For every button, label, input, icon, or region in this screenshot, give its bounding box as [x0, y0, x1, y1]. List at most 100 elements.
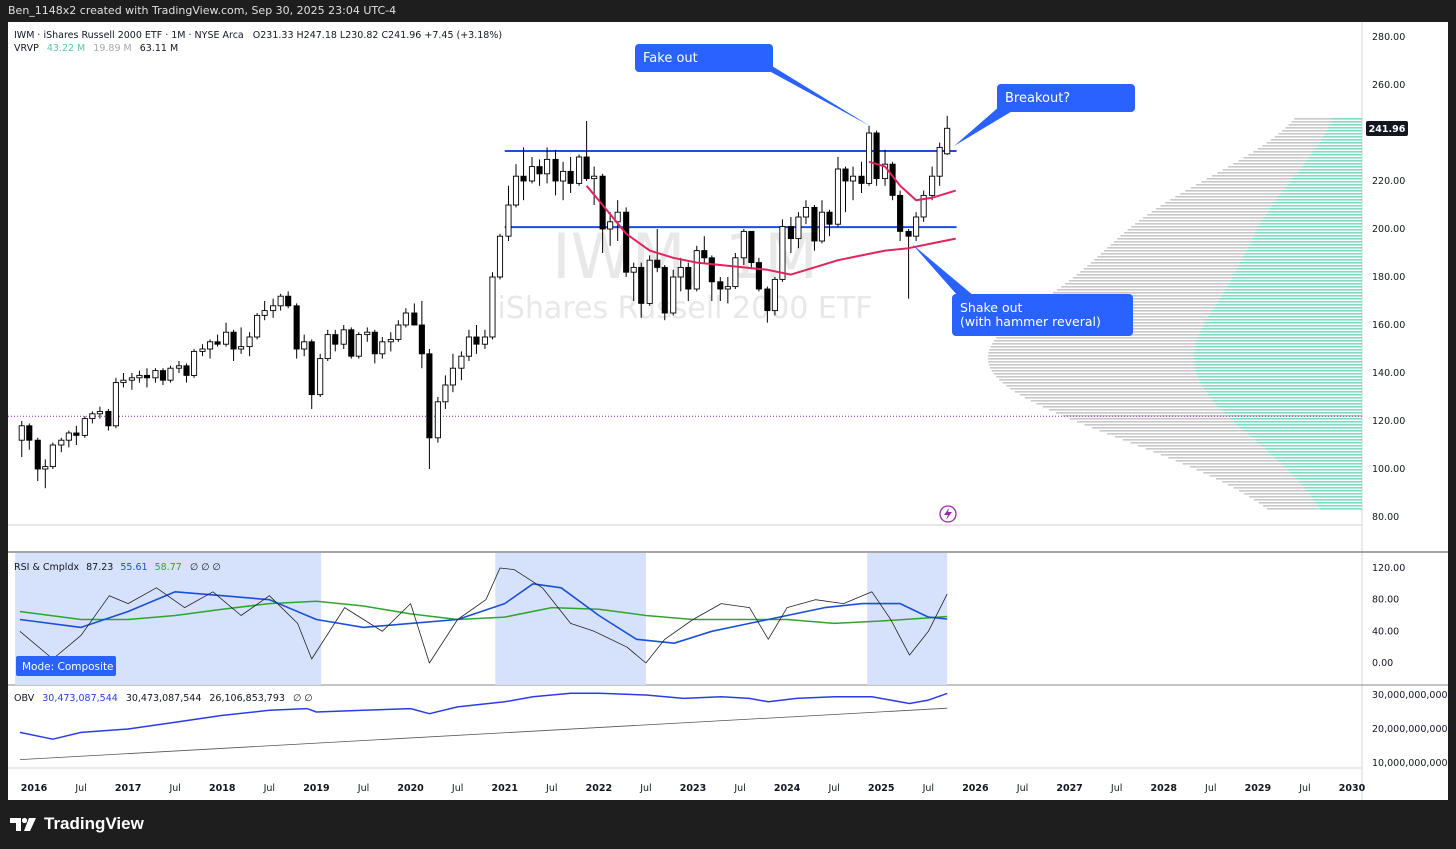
vrvp-bar-buy [1247, 247, 1362, 249]
vrvp-bar-sell [1239, 490, 1307, 492]
vrvp-bar-sell [1291, 121, 1331, 123]
callout-shakeout[interactable]: Shake out (with hammer reveral) [912, 244, 1133, 336]
vrvp-bar-sell [1087, 265, 1239, 267]
rsi-ma-line [19, 600, 948, 625]
vrvp-bar-sell [1010, 388, 1204, 390]
horizontal-levels[interactable] [8, 150, 1362, 417]
vrvp-bar-buy [1194, 346, 1362, 348]
vrvp-bar-sell [1124, 232, 1255, 234]
vrvp-bar-buy [1330, 121, 1362, 123]
vrvp-bar-buy [1238, 265, 1362, 267]
rsi-shaded-regions [15, 553, 948, 685]
time-tick-month: Jul [1298, 783, 1310, 794]
vrvp-bar-sell [1084, 424, 1238, 426]
candle-body [42, 466, 49, 470]
candle-body [913, 216, 920, 237]
vrvp-bar-sell [1270, 139, 1321, 141]
vrvp-bar-sell [1222, 169, 1300, 171]
vrvp-bar-buy [1230, 418, 1362, 420]
time-tick-year: 2016 [21, 783, 48, 794]
vrvp-bar-buy [1280, 193, 1362, 195]
time-tick-month: Jul [1016, 783, 1028, 794]
vrvp-bar-sell [1138, 445, 1262, 447]
vrvp-bar-sell [991, 370, 1196, 372]
vrvp-bar-sell [1057, 289, 1225, 291]
vrvp-bar-sell [1258, 502, 1316, 504]
callout-fakeout-pointer [760, 66, 870, 126]
tradingview-logo[interactable]: TradingView [10, 814, 144, 834]
vrvp-bar-buy [1317, 145, 1362, 147]
lightning-icon[interactable] [939, 505, 957, 523]
rsi-tick-label: 0.00 [1372, 658, 1393, 669]
time-tick-year: 2019 [303, 783, 329, 794]
vrvp-bar-sell [1052, 292, 1223, 294]
vrvp-bar-buy [1196, 373, 1362, 375]
time-tick-year: 2029 [1245, 783, 1271, 794]
vrvp-bar-buy [1274, 457, 1362, 459]
vrvp-bar-sell [1233, 163, 1305, 165]
vrvp-bar-buy [1273, 202, 1362, 204]
vrvp-bar-sell [987, 355, 1194, 357]
vrvp-bar-sell [1206, 178, 1293, 180]
callout-fakeout[interactable]: Fake out [635, 44, 870, 126]
price-tick-label: 180.00 [1372, 272, 1405, 283]
vrvp-bar-sell [1180, 193, 1281, 195]
callout-shakeout-pointer [912, 244, 974, 296]
time-axis-labels: 2016 Jul 2017 Jul 2018 Jul 2019 Jul 2020 Jul 2021 J… [21, 783, 1366, 794]
candle-body [936, 146, 943, 177]
vrvp-bar-sell [1065, 283, 1229, 285]
candle-body [143, 374, 151, 379]
vrvp-bar-sell [1122, 439, 1255, 441]
candle-body [764, 288, 771, 312]
vrvp-bar-buy [1205, 391, 1362, 393]
ohlc-values: O231.33 H247.18 L230.82 C241.96 +7.45 (+… [253, 30, 502, 41]
candle-body [223, 331, 230, 345]
vrvp-bar-buy [1254, 439, 1362, 441]
obv-line [19, 692, 948, 740]
candle-body [175, 365, 183, 369]
vrvp-bar-buy [1310, 154, 1362, 156]
tradingview-logo-icon [10, 817, 36, 831]
cmpldx-line [19, 567, 948, 664]
time-tick-month: Jul [74, 783, 86, 794]
callout-breakout[interactable]: Breakout? [954, 84, 1135, 146]
vrvp-bar-sell [1222, 481, 1300, 483]
obv-tick-label: 30,000,000,000 [1372, 690, 1448, 701]
vrvp-bar-buy [1241, 259, 1362, 261]
mode-badge[interactable]: Mode: Composite [16, 656, 116, 676]
vrvp-bar-sell [1195, 184, 1288, 186]
vrvp-bar-buy [1221, 295, 1362, 297]
vrvp-bar-sell [1156, 208, 1270, 210]
time-tick-year: 2030 [1339, 783, 1366, 794]
candle-body [285, 295, 292, 307]
candle-body [685, 266, 692, 290]
vrvp-bar-buy [1301, 166, 1362, 168]
candle-body [858, 175, 865, 184]
chart-canvas[interactable]: IWM, 1M iShares Russell 2000 ETF 280.002… [0, 0, 1456, 800]
candle-body [544, 158, 551, 175]
candle-body [779, 226, 786, 280]
vrvp-bar-buy [1236, 268, 1362, 270]
vrvp-bar-sell [999, 379, 1199, 381]
vrvp-bar-buy [1199, 331, 1362, 333]
callout-shakeout-line2: (with hammer reveral) [960, 314, 1101, 329]
candle-body [693, 250, 700, 290]
vrvp-bar-buy [1254, 232, 1362, 234]
vrvp-bar-buy [1201, 385, 1362, 387]
ma-line-short [868, 160, 956, 202]
vrvp-bar-sell [1262, 505, 1318, 507]
vrvp-bar-sell [990, 346, 1195, 348]
candle-body [81, 418, 88, 436]
candle-body [489, 276, 496, 338]
vrvp-bar-buy [1264, 448, 1362, 450]
vrvp-bar-buy [1198, 334, 1362, 336]
candle-body [238, 346, 245, 350]
vrvp-bar-buy [1319, 142, 1362, 144]
candle-body [332, 334, 339, 345]
vrvp-bar-buy [1198, 379, 1362, 381]
vrvp-bar-buy [1309, 493, 1362, 495]
vrvp-bar-sell [996, 337, 1198, 339]
candle-body [670, 276, 677, 314]
vrvp-bar-sell [1019, 394, 1208, 396]
obv-tick-label: 10,000,000,000 [1372, 758, 1448, 769]
